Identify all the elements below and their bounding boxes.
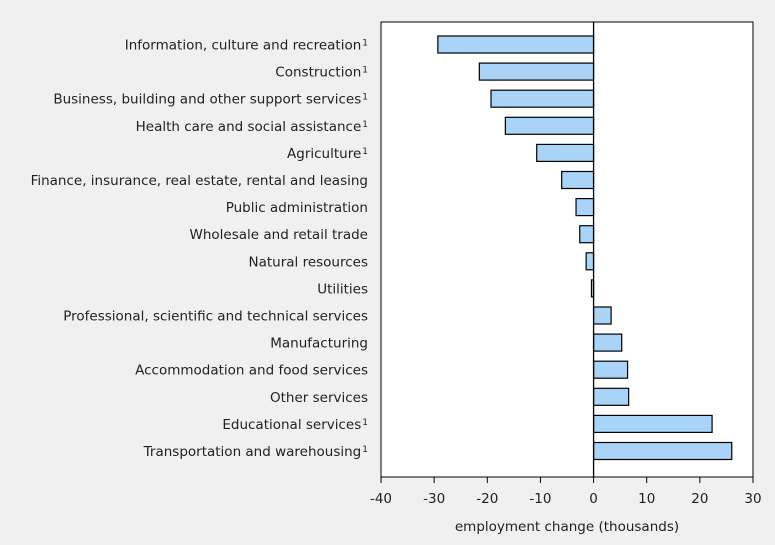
bar — [579, 225, 595, 244]
x-axis-title: employment change (thousands) — [455, 519, 679, 535]
category-label: Educational services1 — [222, 417, 368, 433]
x-tick-label: 10 — [638, 491, 655, 507]
x-tick-label: -10 — [529, 491, 551, 507]
bar — [536, 143, 595, 162]
footnote-marker: 1 — [362, 66, 368, 76]
category-label: Other services — [270, 390, 368, 406]
x-tick-label: -20 — [476, 491, 498, 507]
footnote-marker: 1 — [362, 147, 368, 157]
footnote-marker: 1 — [362, 93, 368, 103]
category-label: Utilities — [317, 281, 368, 297]
category-label: Agriculture1 — [287, 146, 368, 162]
category-label: Wholesale and retail trade — [190, 227, 368, 243]
bar — [592, 387, 630, 406]
bar — [561, 170, 595, 190]
category-label: Construction1 — [275, 65, 368, 81]
bar — [592, 333, 623, 352]
footnote-marker: 1 — [362, 39, 368, 49]
bar — [585, 252, 595, 271]
bars-layer — [437, 35, 733, 461]
footnote-marker: 1 — [362, 120, 368, 130]
bar — [490, 89, 595, 108]
x-axis-ticks: -40 -30 -20 -10 0 10 20 30 — [370, 477, 762, 507]
bar — [592, 414, 713, 433]
category-label: Health care and social assistance1 — [136, 119, 368, 135]
category-label: Manufacturing — [270, 336, 368, 352]
x-tick-label: -40 — [370, 491, 392, 507]
x-tick-label: 0 — [589, 491, 598, 507]
bar — [504, 116, 595, 135]
category-label: Professional, scientific and technical s… — [63, 309, 368, 325]
category-label: Public administration — [226, 200, 368, 216]
bar — [592, 441, 733, 461]
category-label: Finance, insurance, real estate, rental … — [31, 173, 368, 189]
x-tick-label: -30 — [423, 491, 445, 507]
footnote-marker: 1 — [362, 418, 368, 428]
bar — [592, 360, 629, 379]
footnote-marker: 1 — [362, 445, 368, 455]
bar — [592, 306, 612, 325]
x-tick-label: 30 — [744, 491, 761, 507]
x-tick-label: 20 — [691, 491, 708, 507]
category-label: Transportation and warehousing1 — [143, 444, 368, 460]
category-label: Business, building and other support ser… — [53, 92, 368, 108]
category-label: Accommodation and food services — [135, 363, 368, 379]
category-labels: Information, culture and recreation1 Cons… — [31, 38, 368, 461]
bar — [437, 35, 595, 54]
bar — [478, 62, 595, 81]
bar — [575, 198, 595, 217]
category-label: Information, culture and recreation1 — [125, 38, 368, 54]
category-label: Natural resources — [248, 254, 368, 270]
